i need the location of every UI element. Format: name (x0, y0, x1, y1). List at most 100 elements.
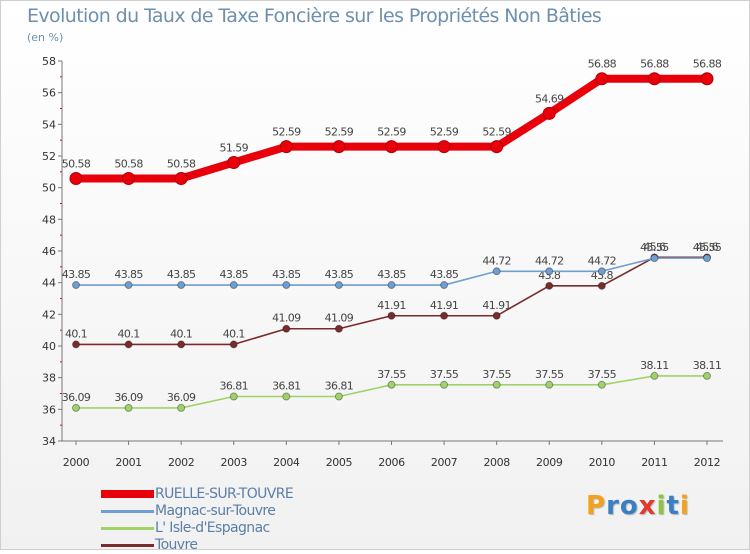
data-point (703, 371, 711, 380)
data-point (177, 281, 186, 290)
data-label: 41.91 (482, 299, 511, 312)
data-point (282, 324, 291, 333)
data-label: 51.59 (220, 141, 249, 154)
data-point (72, 281, 80, 290)
data-point (597, 281, 606, 290)
x-tick-label: 2009 (536, 456, 563, 469)
data-point (490, 140, 504, 154)
data-point (385, 140, 398, 154)
data-point (334, 281, 343, 290)
y-tick-label: 50 (42, 182, 56, 195)
data-label: 36.81 (272, 380, 301, 393)
x-tick-label: 2001 (115, 456, 141, 469)
data-label: 52.59 (482, 126, 511, 139)
data-point (332, 140, 346, 154)
data-label: 37.55 (482, 368, 511, 381)
data-label: 50.58 (167, 157, 196, 170)
data-label: 50.58 (62, 157, 91, 170)
data-label: 43.85 (114, 268, 143, 281)
data-point (174, 171, 188, 185)
chart-title: Evolution du Taux de Taxe Foncière sur l… (27, 5, 602, 27)
data-label: 45.55 (640, 241, 669, 254)
data-label: 36.81 (220, 380, 249, 393)
data-label: 41.09 (325, 312, 354, 325)
data-point (647, 72, 661, 86)
legend-swatch-ruelle (101, 490, 154, 498)
data-point (229, 392, 238, 401)
legend-swatch-magnac (101, 510, 154, 513)
x-tick-label: 2004 (273, 456, 300, 469)
y-tick-label: 44 (42, 277, 56, 290)
y-tick-label: 48 (42, 213, 56, 226)
data-point (282, 281, 291, 290)
x-tick-label: 2011 (641, 456, 667, 469)
brand-letter: P (586, 491, 607, 521)
data-label: 56.88 (693, 58, 722, 71)
data-point (440, 281, 449, 290)
data-point (545, 267, 554, 276)
data-label: 43.8 (591, 269, 614, 282)
data-point (387, 311, 396, 320)
y-tick-label: 42 (42, 308, 56, 321)
y-tick-label: 54 (42, 118, 56, 131)
data-point (279, 140, 293, 154)
brand-letter: r (606, 491, 620, 521)
data-label: 43.85 (377, 268, 406, 281)
data-label: 40.1 (223, 327, 245, 340)
legend-swatch-isle (101, 527, 154, 530)
x-tick-label: 2010 (589, 456, 616, 469)
data-label: 38.11 (693, 359, 722, 372)
data-label: 43.85 (272, 268, 301, 281)
data-point (177, 403, 186, 412)
x-tick-label: 2006 (378, 456, 405, 469)
brand-letter: i (679, 491, 690, 521)
data-point (334, 392, 343, 401)
data-label: 40.1 (65, 327, 87, 340)
y-tick-label: 34 (42, 435, 56, 448)
data-label: 37.55 (535, 368, 564, 381)
data-label: 45.6 (696, 240, 719, 253)
data-point (545, 380, 554, 389)
data-label: 36.81 (325, 380, 354, 393)
legend-swatch-touvre (101, 544, 154, 547)
data-label: 40.1 (118, 327, 140, 340)
data-point (700, 72, 714, 86)
data-label: 52.59 (325, 126, 354, 139)
data-point (72, 403, 80, 412)
data-point (492, 311, 501, 320)
brand-letter: x (638, 491, 657, 521)
x-tick-label: 2012 (694, 456, 720, 469)
data-label: 45.6 (643, 240, 666, 253)
data-label: 52.59 (272, 126, 301, 139)
data-point (334, 324, 343, 333)
y-tick-label: 58 (42, 55, 56, 68)
x-tick-label: 2007 (431, 456, 458, 469)
data-point (124, 340, 133, 349)
y-unit-label: (en %) (27, 31, 64, 44)
data-label: 40.1 (170, 327, 192, 340)
data-label: 41.91 (430, 299, 459, 312)
data-point (229, 281, 238, 290)
legend-label-magnac: Magnac-sur-Touvre (155, 503, 276, 519)
data-point (440, 311, 449, 320)
data-point (437, 140, 451, 154)
data-label: 37.55 (377, 368, 406, 381)
y-tick-label: 46 (42, 245, 56, 258)
brand-letter: t (666, 491, 680, 521)
legend-label-touvre: Touvre (155, 537, 198, 553)
data-point (124, 281, 133, 290)
legend-label-isle: L' Isle-d'Espagnac (155, 520, 270, 536)
data-label: 41.91 (377, 299, 406, 312)
data-label: 38.11 (640, 359, 669, 372)
x-tick-label: 2003 (221, 456, 248, 469)
data-label: 43.85 (430, 268, 459, 281)
data-point (387, 380, 396, 389)
data-label: 36.09 (114, 391, 143, 404)
data-point (124, 403, 133, 412)
data-point (542, 106, 556, 120)
data-label: 43.8 (538, 269, 561, 282)
data-point (650, 254, 659, 263)
y-tick-label: 36 (42, 403, 56, 416)
